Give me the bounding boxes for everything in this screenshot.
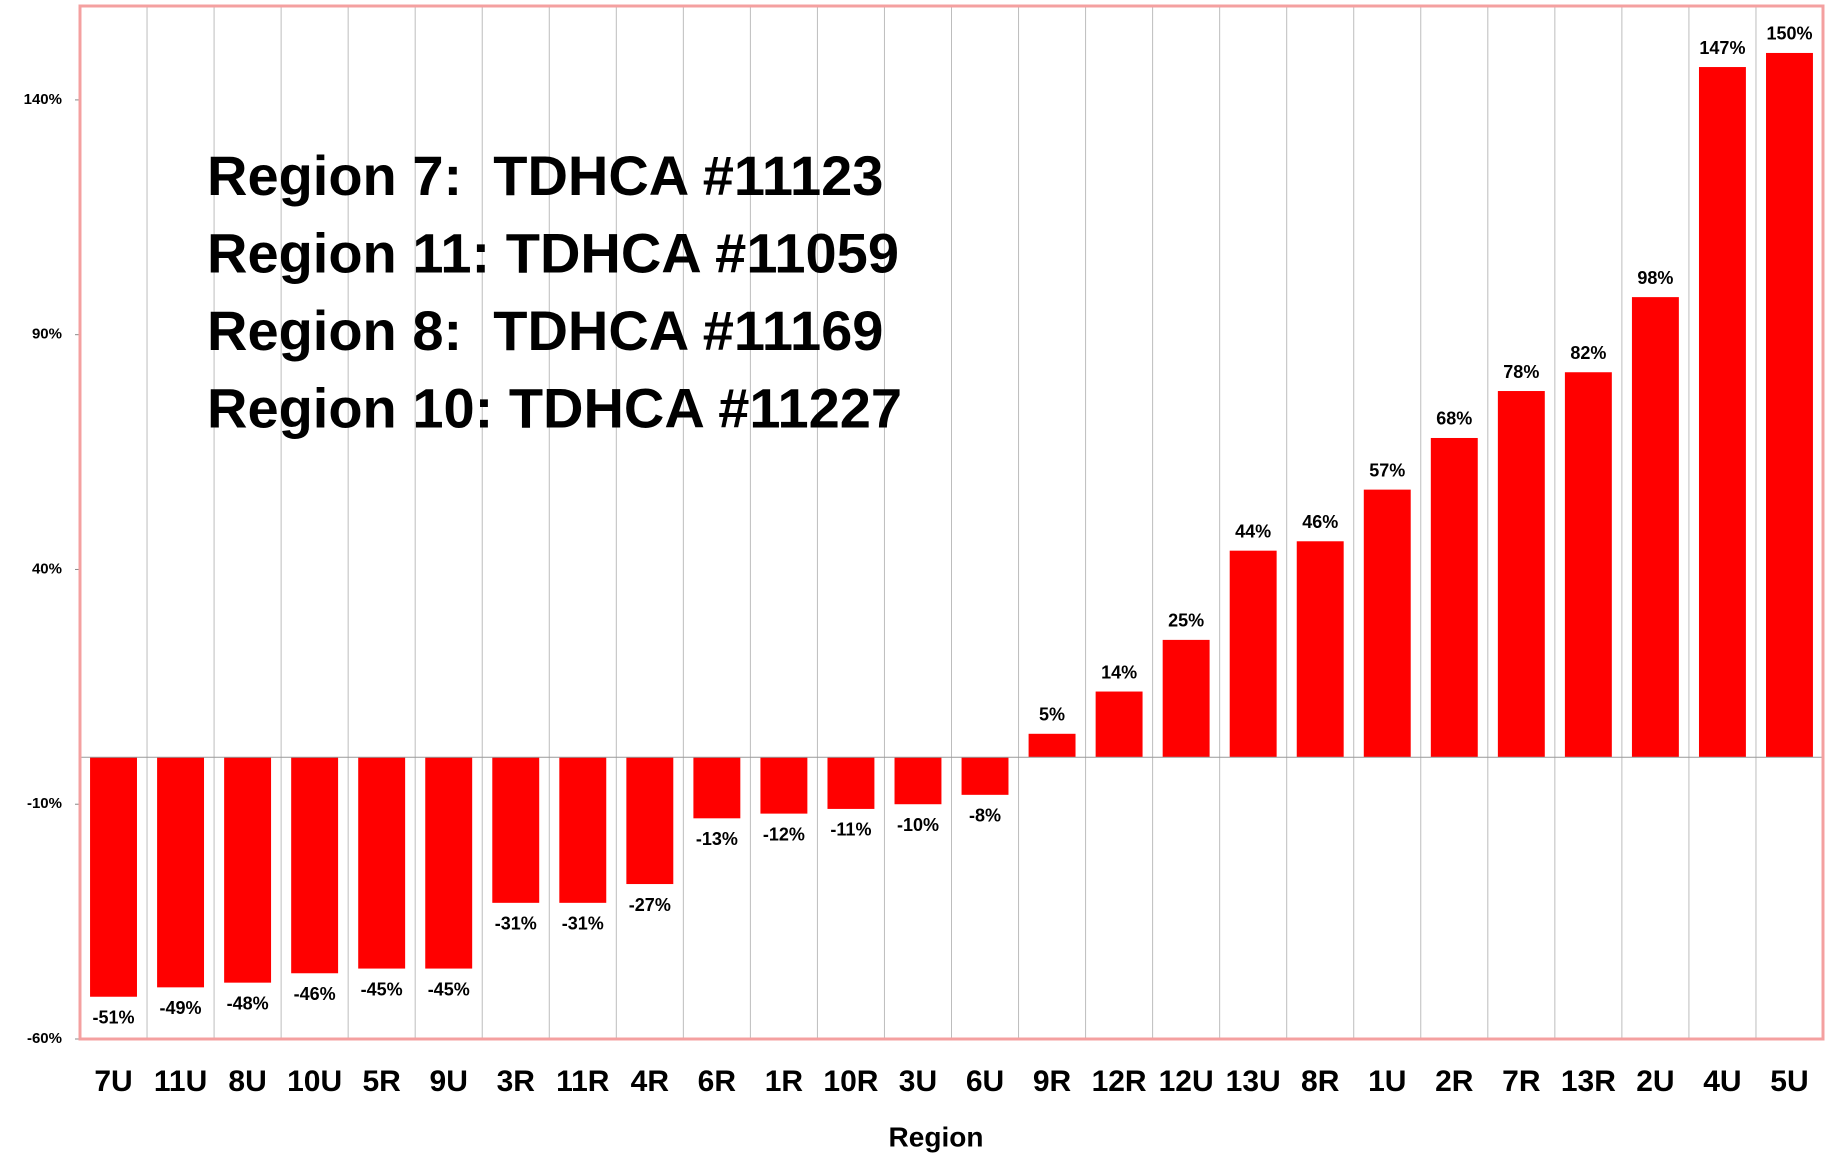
bar [1430,437,1478,758]
data-label: -11% [830,820,871,840]
data-label: 150% [1766,24,1812,44]
plot-border [78,4,1825,1041]
bar [157,757,205,988]
data-label: 46% [1302,512,1338,532]
data-label: -49% [160,998,202,1018]
x-tick-label: 10U [287,1065,342,1098]
bar [1229,550,1277,758]
x-tick-label: 1U [1368,1065,1406,1098]
bar [559,757,607,903]
x-tick-label: 12R [1092,1065,1147,1098]
x-tick-label: 10R [823,1065,878,1098]
x-tick-label: 8U [228,1065,266,1098]
bar [693,757,741,819]
bar [1497,391,1545,758]
data-label: 14% [1101,662,1137,682]
annotation: Region 7: TDHCA #11123 [207,144,883,207]
data-label: -13% [696,829,738,849]
x-tick-label: 8R [1301,1065,1340,1098]
data-label: -51% [93,1007,135,1027]
x-tick-label: 2U [1636,1065,1674,1098]
bar [291,757,339,974]
data-label: -46% [294,984,336,1004]
data-label: -12% [763,824,805,844]
bar [961,757,1009,795]
bar [1564,372,1612,758]
x-tick-label: 11U [154,1065,207,1098]
bar [760,757,808,814]
x-tick-label: 3R [497,1065,536,1098]
bar [1095,691,1143,758]
data-label: -48% [227,993,269,1013]
data-label: -45% [428,979,470,999]
x-tick-label: 7R [1502,1065,1541,1098]
x-tick-label: 9U [430,1065,468,1098]
bar [358,757,406,969]
bar [1028,733,1076,758]
data-label: 5% [1039,705,1065,725]
bar [1698,67,1746,758]
x-tick-label: 5U [1770,1065,1808,1098]
data-label: -31% [495,914,537,934]
annotation: Region 8: TDHCA #11169 [207,299,883,362]
bar [1363,489,1411,758]
data-label: 147% [1699,38,1745,58]
x-tick-label: 3U [899,1065,937,1098]
bar [894,757,942,805]
x-tick-label: 6U [966,1065,1004,1098]
y-tick-label: 140% [24,91,62,108]
y-tick-label: -60% [27,1030,62,1047]
data-label: 44% [1235,521,1271,541]
bar [1296,541,1344,758]
x-tick-label: 2R [1435,1065,1474,1098]
y-tick-label: 90% [32,326,62,343]
x-tick-label: 9R [1033,1065,1072,1098]
bar [626,757,674,885]
bar [224,757,272,983]
x-tick-label: 11R [556,1065,610,1098]
x-tick-label: 13R [1561,1065,1616,1098]
data-label: 25% [1168,611,1204,631]
bar [827,757,875,809]
data-label: -45% [361,979,403,999]
bar [425,757,473,969]
x-tick-label: 6R [698,1065,737,1098]
y-tick-label: 40% [32,560,62,577]
data-label: -10% [897,815,939,835]
x-tick-label: 1R [765,1065,804,1098]
data-label: 82% [1570,343,1606,363]
y-tick-label: -10% [27,795,62,812]
annotation: Region 11: TDHCA #11059 [207,221,899,284]
annotation: Region 10: TDHCA #11227 [207,376,902,439]
data-label: -27% [629,895,671,915]
data-label: -31% [562,914,604,934]
bar [1162,639,1210,758]
data-label: 57% [1369,460,1405,480]
data-label: -8% [969,806,1001,826]
x-axis-label: Region [889,1121,984,1152]
bar [1766,52,1813,758]
x-tick-label: 5R [362,1065,401,1098]
data-label: 78% [1503,362,1539,382]
x-tick-label: 4R [631,1065,670,1098]
x-tick-label: 13U [1226,1065,1281,1098]
bar [492,757,540,903]
bar [90,757,137,997]
x-tick-label: 4U [1703,1065,1741,1098]
x-tick-label: 12U [1159,1065,1214,1098]
bar [1631,297,1679,758]
data-label: 98% [1637,268,1673,288]
x-tick-label: 7U [94,1065,132,1098]
data-label: 68% [1436,409,1472,429]
